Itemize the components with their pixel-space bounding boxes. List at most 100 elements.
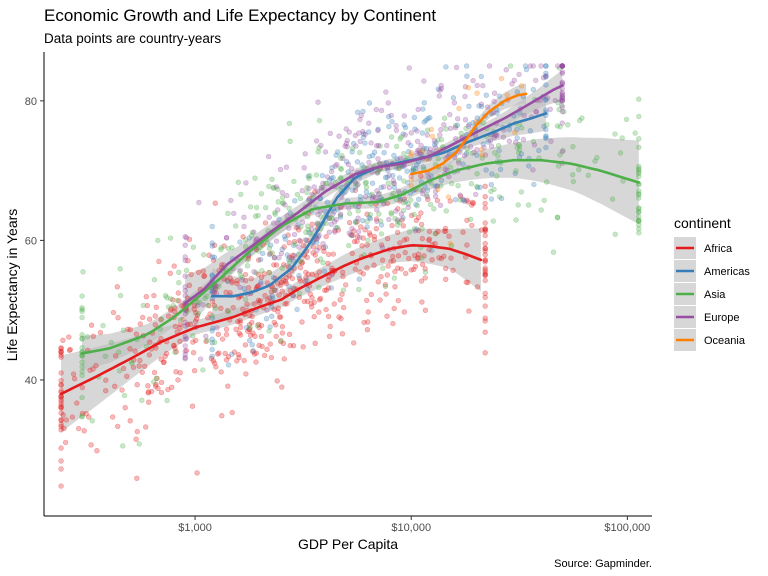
data-point-europe bbox=[291, 252, 297, 259]
data-point-asia bbox=[636, 218, 642, 225]
data-point-americas bbox=[296, 273, 302, 279]
data-point-asia bbox=[636, 136, 642, 142]
data-point-europe bbox=[313, 138, 320, 144]
data-point-asia bbox=[516, 147, 523, 153]
data-point-europe bbox=[432, 144, 439, 151]
data-point-africa bbox=[255, 271, 261, 277]
data-point-africa bbox=[378, 274, 384, 280]
data-point-americas bbox=[421, 145, 427, 152]
data-point-africa bbox=[215, 331, 222, 337]
data-point-africa bbox=[400, 223, 406, 229]
data-point-africa bbox=[200, 268, 207, 274]
data-point-africa bbox=[147, 339, 153, 345]
y-axis-ticks: 40 60 80 bbox=[25, 96, 44, 387]
data-point-americas bbox=[543, 82, 549, 88]
data-point-africa bbox=[58, 483, 64, 489]
data-point-africa bbox=[224, 308, 231, 314]
data-point-africa bbox=[482, 226, 488, 232]
data-point-asia bbox=[396, 166, 402, 172]
data-point-europe bbox=[465, 123, 472, 129]
data-point-europe bbox=[511, 77, 517, 84]
data-point-africa bbox=[218, 305, 224, 311]
data-point-africa bbox=[401, 196, 407, 203]
data-point-europe bbox=[314, 221, 320, 227]
data-point-africa bbox=[236, 354, 242, 361]
data-point-africa bbox=[314, 273, 320, 279]
data-point-asia bbox=[307, 173, 313, 179]
data-point-africa bbox=[354, 219, 360, 225]
data-point-europe bbox=[328, 168, 335, 175]
data-point-africa bbox=[223, 357, 230, 363]
data-point-africa bbox=[273, 333, 279, 340]
data-point-asia bbox=[556, 65, 563, 71]
data-point-europe bbox=[462, 116, 469, 123]
data-point-americas bbox=[530, 86, 536, 93]
data-point-africa bbox=[248, 276, 254, 282]
data-point-asia bbox=[388, 134, 395, 140]
data-point-africa bbox=[171, 343, 177, 349]
data-point-asia bbox=[636, 222, 642, 228]
data-point-africa bbox=[340, 273, 346, 280]
data-point-africa bbox=[243, 371, 249, 377]
data-point-asia bbox=[263, 205, 269, 211]
data-point-asia bbox=[592, 158, 598, 164]
data-point-africa bbox=[231, 349, 238, 355]
data-point-africa bbox=[211, 242, 218, 249]
data-point-asia bbox=[560, 147, 566, 154]
data-point-africa bbox=[143, 424, 149, 430]
data-point-europe bbox=[239, 277, 245, 283]
chart-subtitle: Data points are country-years bbox=[44, 31, 221, 46]
data-point-africa bbox=[201, 273, 207, 279]
data-point-europe bbox=[414, 128, 420, 134]
data-point-europe bbox=[346, 129, 352, 135]
data-point-africa bbox=[160, 359, 167, 366]
data-point-asia bbox=[632, 130, 638, 136]
data-point-europe bbox=[401, 113, 407, 119]
data-point-americas bbox=[321, 268, 328, 274]
data-point-europe bbox=[316, 232, 322, 239]
data-point-americas bbox=[225, 362, 232, 368]
data-point-americas bbox=[352, 184, 359, 190]
data-point-americas bbox=[461, 198, 468, 204]
data-point-americas bbox=[269, 313, 275, 319]
data-point-africa bbox=[58, 445, 64, 451]
legend-label-asia: Asia bbox=[704, 289, 726, 301]
data-point-africa bbox=[191, 302, 198, 309]
data-point-africa bbox=[79, 410, 86, 417]
data-point-asia bbox=[507, 63, 514, 69]
data-point-africa bbox=[398, 266, 404, 272]
data-point-asia bbox=[140, 302, 147, 309]
data-point-americas bbox=[292, 198, 298, 204]
data-point-americas bbox=[328, 175, 334, 182]
data-point-asia bbox=[79, 359, 85, 365]
data-point-europe bbox=[182, 352, 188, 358]
data-point-asia bbox=[388, 210, 394, 216]
data-point-asia bbox=[178, 317, 184, 323]
data-point-europe bbox=[355, 215, 361, 221]
data-point-oceania bbox=[465, 84, 472, 91]
data-point-asia bbox=[569, 172, 576, 178]
data-point-africa bbox=[207, 311, 213, 317]
data-point-africa bbox=[213, 364, 219, 370]
data-point-asia bbox=[496, 194, 503, 200]
data-point-asia bbox=[538, 207, 544, 213]
data-point-asia bbox=[108, 339, 114, 346]
data-point-africa bbox=[279, 288, 285, 294]
data-point-asia bbox=[79, 293, 85, 299]
data-point-africa bbox=[354, 234, 361, 240]
data-point-africa bbox=[335, 227, 342, 233]
data-point-europe bbox=[559, 63, 565, 69]
data-point-africa bbox=[482, 257, 488, 263]
data-point-asia bbox=[117, 266, 123, 272]
data-point-africa bbox=[415, 214, 422, 221]
data-point-asia bbox=[619, 135, 625, 141]
data-point-asia bbox=[79, 413, 85, 419]
data-point-africa bbox=[297, 238, 304, 244]
data-point-europe bbox=[357, 116, 363, 123]
data-point-asia bbox=[636, 195, 642, 201]
data-point-asia bbox=[271, 287, 278, 293]
data-point-africa bbox=[260, 242, 266, 248]
data-point-europe bbox=[543, 73, 549, 79]
data-point-africa bbox=[127, 346, 133, 352]
data-point-europe bbox=[373, 106, 379, 113]
